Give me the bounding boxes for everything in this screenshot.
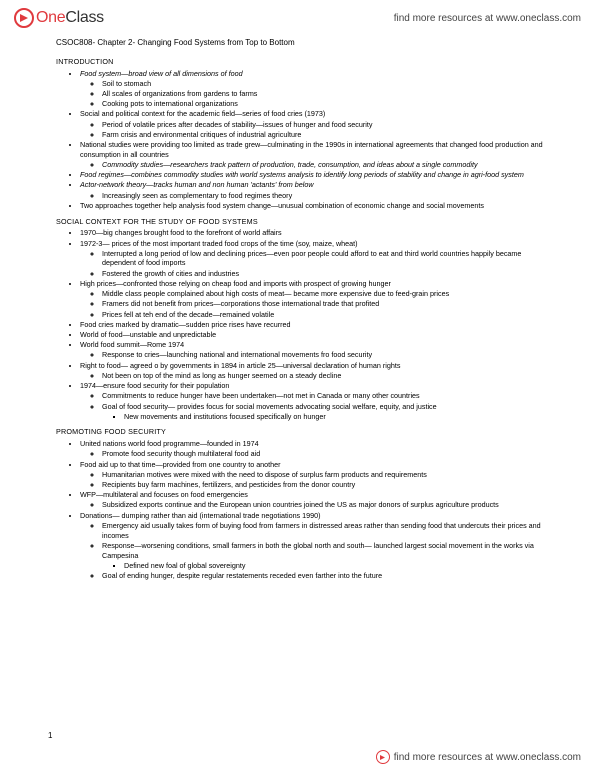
list-item: Subsidized exports continue and the Euro… bbox=[102, 500, 547, 510]
list-item: Goal of food security— provides focus fo… bbox=[102, 402, 547, 422]
list-item: 1974—ensure food security for their popu… bbox=[80, 381, 547, 421]
list-item: Two approaches together help analysis fo… bbox=[80, 201, 547, 211]
list-item: Commodity studies—researchers track patt… bbox=[102, 160, 547, 170]
list-item: 1970—big changes brought food to the for… bbox=[80, 228, 547, 238]
footer-resource-link[interactable]: find more resources at www.oneclass.com bbox=[394, 752, 581, 763]
list-item: All scales of organizations from gardens… bbox=[102, 89, 547, 99]
list-item: Emergency aid usually takes form of buyi… bbox=[102, 521, 547, 540]
oneclass-icon bbox=[14, 8, 34, 28]
page-number: 1 bbox=[48, 731, 52, 740]
list-item: Food cries marked by dramatic—sudden pri… bbox=[80, 320, 547, 330]
list-item: Interrupted a long period of low and dec… bbox=[102, 249, 547, 268]
bullet-list: United nations world food programme—foun… bbox=[56, 439, 547, 581]
list-item: Increasingly seen as complementary to fo… bbox=[102, 191, 547, 201]
list-item: Period of volatile prices after decades … bbox=[102, 120, 547, 130]
list-item: Prices fell at teh end of the decade—rem… bbox=[102, 310, 547, 320]
list-item: WFP—multilateral and focuses on food eme… bbox=[80, 490, 547, 510]
list-item: 1972-3— prices of the most important tra… bbox=[80, 239, 547, 279]
brand-logo: OneClass bbox=[14, 8, 104, 28]
oneclass-icon bbox=[376, 750, 390, 764]
section-heading: SOCIAL CONTEXT FOR THE STUDY OF FOOD SYS… bbox=[56, 217, 547, 227]
list-item: Donations— dumping rather than aid (inte… bbox=[80, 511, 547, 581]
section-heading: PROMOTING FOOD SECURITY bbox=[56, 427, 547, 437]
list-item: New movements and institutions focused s… bbox=[124, 412, 547, 422]
list-item: Farm crisis and environmental critiques … bbox=[102, 130, 547, 140]
list-item: World of food—unstable and unpredictable bbox=[80, 330, 547, 340]
list-item: Promote food security though multilatera… bbox=[102, 449, 547, 459]
list-item: Cooking pots to international organizati… bbox=[102, 99, 547, 109]
list-item: Soil to stomach bbox=[102, 79, 547, 89]
list-item: Response—worsening conditions, small far… bbox=[102, 541, 547, 571]
document-title: CSOC808- Chapter 2- Changing Food System… bbox=[56, 38, 547, 49]
list-item: Not been on top of the mind as long as h… bbox=[102, 371, 547, 381]
list-item: Right to food— agreed o by governments i… bbox=[80, 361, 547, 381]
list-item: Goal of ending hunger, despite regular r… bbox=[102, 571, 547, 581]
list-item: Framers did not benefit from prices—corp… bbox=[102, 299, 547, 309]
list-item: Response to cries—launching national and… bbox=[102, 350, 547, 360]
list-item: World food summit—Rome 1974 Response to … bbox=[80, 340, 547, 360]
brand-name: OneClass bbox=[36, 9, 104, 27]
list-item: Food aid up to that time—provided from o… bbox=[80, 460, 547, 490]
list-item: Humanitarian motives were mixed with the… bbox=[102, 470, 547, 480]
list-item: Fostered the growth of cities and indust… bbox=[102, 269, 547, 279]
bullet-list: Food system—broad view of all dimensions… bbox=[56, 69, 547, 211]
page-footer: find more resources at www.oneclass.com bbox=[376, 750, 581, 764]
header-resource-link[interactable]: find more resources at www.oneclass.com bbox=[394, 13, 581, 24]
bullet-list: 1970—big changes brought food to the for… bbox=[56, 228, 547, 421]
document-body: CSOC808- Chapter 2- Changing Food System… bbox=[0, 38, 595, 581]
section-heading: INTRODUCTION bbox=[56, 57, 547, 67]
list-item: National studies were providing too limi… bbox=[80, 140, 547, 170]
list-item: Food system—broad view of all dimensions… bbox=[80, 69, 547, 109]
list-item: United nations world food programme—foun… bbox=[80, 439, 547, 459]
page-header: OneClass find more resources at www.onec… bbox=[0, 0, 595, 38]
list-item: Social and political context for the aca… bbox=[80, 109, 547, 139]
list-item: Commitments to reduce hunger have been u… bbox=[102, 391, 547, 401]
list-item: Food regimes—combines commodity studies … bbox=[80, 170, 547, 180]
list-item: Actor-network theory—tracks human and no… bbox=[80, 180, 547, 200]
list-item: Defined new foal of global sovereignty bbox=[124, 561, 547, 571]
list-item: Recipients buy farm machines, fertilizer… bbox=[102, 480, 547, 490]
list-item: Middle class people complained about hig… bbox=[102, 289, 547, 299]
list-item: High prices—confronted those relying on … bbox=[80, 279, 547, 319]
